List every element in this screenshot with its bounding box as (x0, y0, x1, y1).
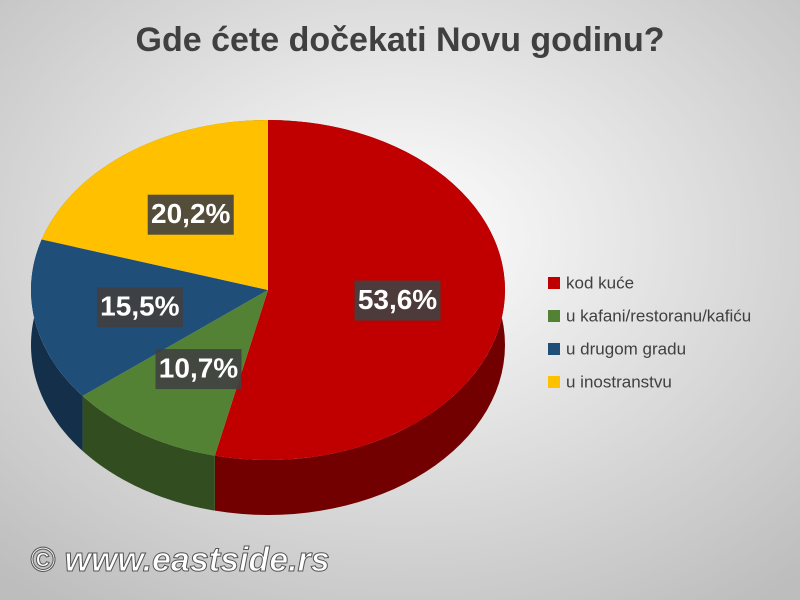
data-label: 10,7% (159, 352, 238, 383)
legend-label: u kafani/restoranu/kafiću (566, 306, 751, 325)
legend-marker (548, 277, 560, 289)
chart-title: Gde ćete dočekati Novu godinu? (136, 21, 665, 59)
data-label-box (96, 287, 183, 328)
pie-side (31, 239, 83, 451)
data-label-box (354, 280, 441, 321)
data-label-box (155, 349, 242, 390)
legend-marker (548, 310, 560, 322)
data-label-box (147, 194, 234, 235)
data-label: 20,2% (151, 198, 230, 229)
legend-label: u drugom gradu (566, 339, 686, 358)
data-label: 15,5% (100, 291, 179, 322)
legend-marker (548, 343, 560, 355)
pie-side (82, 395, 215, 511)
data-label: 53,6% (358, 284, 437, 315)
legend-label: u inostranstvu (566, 372, 672, 391)
legend-label: kod kuće (566, 273, 634, 292)
legend-marker (548, 376, 560, 388)
watermark: © www.eastside.rs (30, 541, 330, 579)
